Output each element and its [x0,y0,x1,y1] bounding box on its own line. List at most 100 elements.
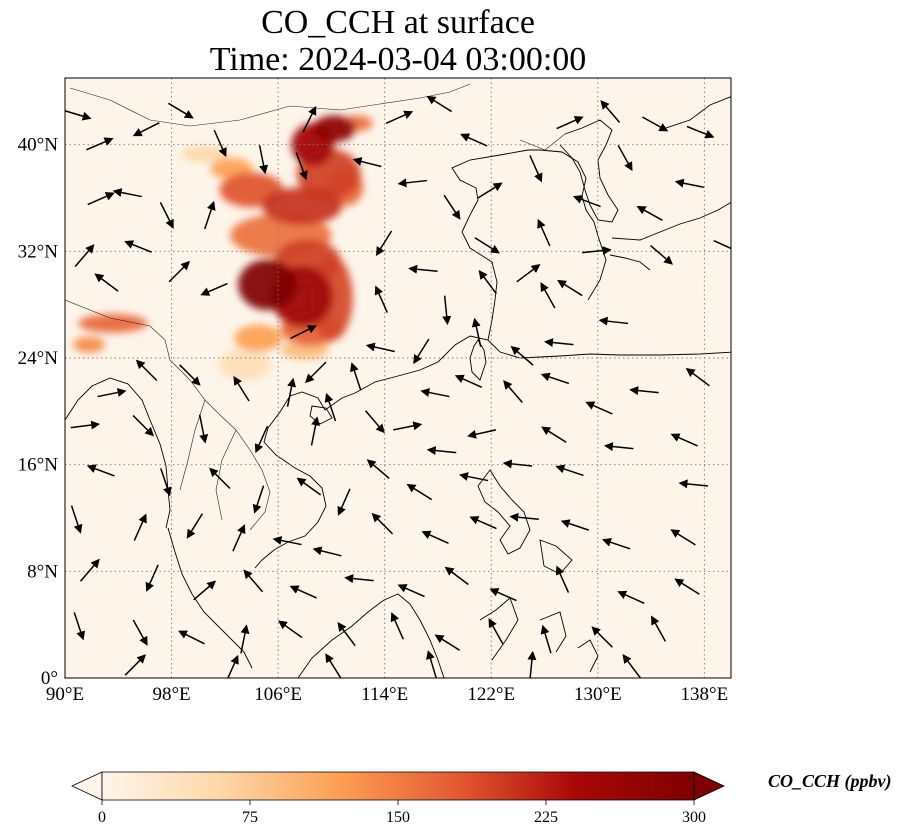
wind-vector-arrow [65,110,92,121]
border-india-china [65,299,171,361]
wind-vector-arrow [572,195,601,208]
co-plume-cell [312,115,356,142]
wind-vector-arrow [477,182,503,199]
latitude-tick-label: 32°N [18,241,59,262]
wind-vector-arrow [286,377,297,407]
wind-vector-arrow [132,619,148,646]
wind-vector-arrow [636,205,663,221]
wind-vector-arrow [397,584,425,598]
wind-vector-arrow [560,519,590,531]
coastline-malay-peninsula [167,527,253,669]
map-background [65,78,731,678]
wind-vector-arrow [598,316,629,326]
wind-vector-arrow [516,264,541,283]
wind-vector-arrow [509,512,539,522]
wind-vector-arrow [325,653,342,678]
wind-vector-arrow [366,459,390,480]
wind-vector-arrow [458,472,489,482]
wind-vector-arrow [413,338,430,365]
border-korea-china [519,133,566,151]
longitude-tick-label: 98°E [152,684,190,705]
colorbar-tick-label: 0 [98,809,106,826]
wind-vector-arrow [444,566,469,586]
wind-vector-arrow [133,513,147,541]
wind-vector-arrow [159,202,174,229]
wind-vector-arrow [258,145,269,175]
wind-vector-arrow [289,585,317,599]
map-subtitle-time: Time: 2024-03-04 03:00:00 [209,41,587,78]
map-frame [64,77,732,679]
wind-vector-arrow [454,374,483,388]
wind-vector-arrow [471,317,482,347]
wind-vector-arrow [467,429,497,439]
wind-vector-arrow [312,546,342,557]
wind-vector-arrow [74,244,95,268]
wind-vector-arrow [642,116,669,132]
wind-vector-arrow [582,246,612,256]
wind-vector-arrow [420,388,450,398]
wind-vector-arrow [70,505,83,534]
map-title: CO_CCH at surface [261,4,535,41]
latitude-tick-label: 0° [41,668,58,689]
colorbar-gradient [102,772,694,800]
wind-vector-arrow [678,479,709,489]
wind-vector-arrow [132,414,154,437]
wind-vector-arrow [179,364,201,386]
coastline-japan [609,96,731,271]
wind-vector-arrow [622,654,641,678]
coastline-east-china [451,149,607,341]
wind-vector-arrow [617,590,645,604]
wind-vector-arrow [232,524,246,552]
wind-vector-arrow [193,580,217,601]
wind-vector-arrow [364,410,385,434]
wind-vector-arrow [600,100,621,124]
longitude-tick-label: 122°E [467,684,515,705]
wind-vector-arrow [602,537,631,550]
wind-vector-arrow [252,485,265,514]
wind-vector-arrow [160,468,172,497]
wind-vector-arrow [393,421,423,431]
wind-vector-arrow [352,157,382,168]
wind-vector-arrow [397,178,427,188]
wind-vector-arrow [73,612,85,641]
wind-vector-arrow [443,194,461,220]
wind-vector-arrow [686,125,715,139]
wind-vector-arrow [243,569,264,593]
latitude-tick-label: 40°N [18,135,59,156]
co-plume-cell [78,314,148,333]
co-plume-cell [218,348,272,381]
longitude-tick-label: 114°E [361,684,408,705]
longitude-tick-label: 138°E [681,684,729,705]
wind-vector-arrow [442,295,452,326]
wind-vector-arrow [421,530,449,544]
wind-vector-arrow [86,137,114,151]
longitude-ticks: 90°E 98°E 106°E 114°E 122°E 130°E 138°E [46,684,728,705]
wind-vector-arrow [674,178,704,188]
wind-vector-arrow [674,578,700,595]
wind-vector-arrow [670,433,698,447]
wind-vector-arrow [426,95,453,113]
longitude-tick-label: 130°E [574,684,622,705]
wind-vector-arrow [112,188,142,198]
wind-vector-arrow [310,416,320,446]
wind-vector-arrow [70,420,101,430]
colorbar-label: CO_CCH (ppbv) [768,771,892,792]
wind-vector-arrow [135,359,158,382]
graticule [65,78,731,678]
wind-vector-arrow [591,626,613,648]
longitude-tick-label: 106°E [254,684,302,705]
wind-vector-arrow [213,129,227,158]
wind-vector-arrow [651,615,667,642]
wind-vector-arrow [555,464,584,477]
coastline-philippines [477,469,573,575]
wind-vector-arrow [557,279,583,297]
wind-vector-arrow [375,230,393,257]
wind-vector-arrow [168,102,194,119]
wind-vector-arrow [124,240,152,253]
latitude-tick-label: 24°N [18,348,59,369]
wind-vector-arrow [324,392,337,422]
wind-vector-arrow [254,425,269,454]
wind-vector-arrow [670,529,696,546]
wind-vector-arrow [469,516,497,530]
wind-vector-arrow [200,282,228,296]
